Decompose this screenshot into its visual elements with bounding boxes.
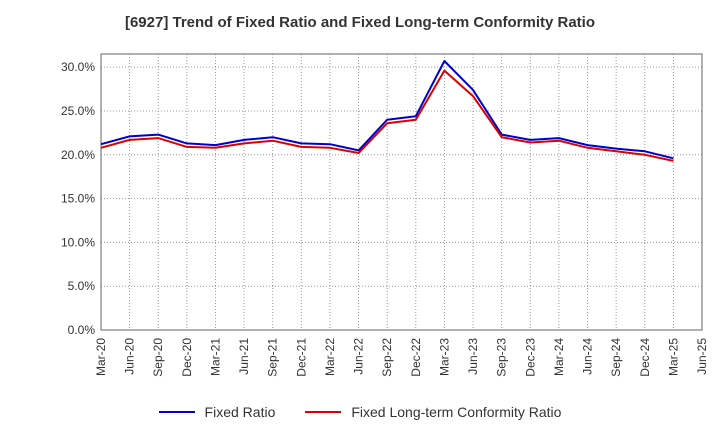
- series-line-fixed-long-term-conformity-ratio: [100, 69, 674, 162]
- legend-item-fixed-ratio: Fixed Ratio: [158, 404, 276, 420]
- x-tick-label: Mar-25: [666, 338, 680, 376]
- x-tick-label: Jun-21: [237, 338, 251, 375]
- x-tick-label: Mar-23: [437, 338, 451, 376]
- x-tick-label: Mar-20: [94, 338, 108, 376]
- y-tick-label: 20.0%: [61, 148, 95, 162]
- x-tick-label: Jun-20: [123, 338, 137, 375]
- tick-labels: 0.0% 5.0% 10.0% 15.0% 20.0% 25.0% 30.0% Mar-20 J…: [61, 60, 709, 377]
- x-tick-label: Sep-24: [609, 338, 623, 377]
- series-line-fixed-ratio: [100, 60, 674, 160]
- x-tick-label: Mar-24: [552, 338, 566, 376]
- y-tick-label: 5.0%: [68, 279, 96, 293]
- legend-swatch-conformity-ratio: [305, 411, 342, 413]
- y-tick-label: 15.0%: [61, 192, 95, 206]
- series-lines: [100, 60, 674, 162]
- x-tick-label: Jun-23: [466, 338, 480, 375]
- plot-frame: [100, 53, 703, 331]
- y-tick-label: 0.0%: [68, 323, 96, 337]
- x-tick-label: Sep-23: [495, 338, 509, 377]
- legend: Fixed Ratio Fixed Long-term Conformity R…: [0, 404, 720, 420]
- x-tick-label: Dec-20: [180, 338, 194, 377]
- x-tick-label: Dec-23: [523, 338, 537, 377]
- x-tick-label: Sep-22: [380, 338, 394, 377]
- legend-label-conformity-ratio: Fixed Long-term Conformity Ratio: [351, 404, 562, 420]
- x-tick-label: Dec-24: [638, 338, 652, 377]
- legend-item-fixed-long-term-conformity-ratio: Fixed Long-term Conformity Ratio: [305, 404, 561, 420]
- x-tick-label: Mar-21: [208, 338, 222, 376]
- x-tick-label: Dec-22: [409, 338, 423, 377]
- x-tick-label: Jun-24: [581, 338, 595, 375]
- x-tick-label: Sep-21: [266, 338, 280, 377]
- axes: [100, 53, 703, 331]
- chart-title: [6927] Trend of Fixed Ratio and Fixed Lo…: [124, 14, 596, 31]
- grid: [100, 54, 703, 331]
- y-tick-label: 30.0%: [61, 60, 95, 74]
- x-tick-label: Sep-20: [151, 338, 165, 377]
- x-tick-label: Dec-21: [294, 338, 308, 377]
- y-tick-label: 10.0%: [61, 235, 95, 249]
- x-tick-label: Jun-25: [695, 338, 709, 375]
- x-tick-label: Jun-22: [352, 338, 366, 375]
- legend-swatch-fixed-ratio: [158, 411, 195, 413]
- y-tick-label: 25.0%: [61, 104, 95, 118]
- legend-label-fixed-ratio: Fixed Ratio: [204, 404, 276, 420]
- x-tick-label: Mar-22: [323, 338, 337, 376]
